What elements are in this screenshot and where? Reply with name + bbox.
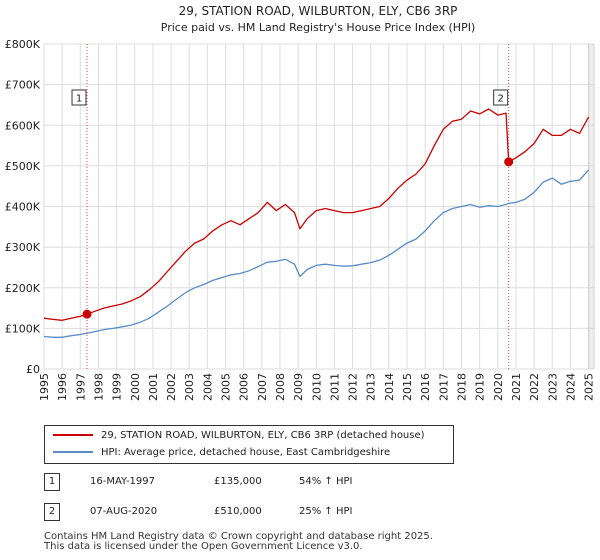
x-tick-label: 2008	[274, 373, 287, 401]
sale-point	[82, 309, 92, 319]
x-tick-label: 1999	[111, 373, 124, 401]
x-tick-label: 2006	[238, 373, 251, 401]
sale-price: £510,000	[214, 506, 262, 517]
sale-price: £135,000	[214, 476, 262, 487]
x-tick-label: 2015	[401, 373, 414, 401]
price-chart: 29, STATION ROAD, WILBURTON, ELY, CB6 3R…	[5, 4, 596, 401]
sale-marker-badge: 2	[44, 503, 60, 521]
y-tick-label: £600K	[5, 119, 41, 132]
sale-marker-label: 2	[497, 94, 503, 105]
sale-date: 16-MAY-1997	[90, 476, 156, 487]
x-tick-label: 2000	[129, 373, 142, 401]
x-tick-label: 2021	[510, 373, 523, 401]
x-tick-label: 2003	[183, 373, 196, 401]
legend-label-property: 29, STATION ROAD, WILBURTON, ELY, CB6 3R…	[101, 430, 425, 441]
legend-label-hpi: HPI: Average price, detached house, East…	[101, 447, 391, 458]
y-tick-label: £300K	[5, 241, 41, 254]
sale-date: 07-AUG-2020	[90, 506, 158, 517]
x-tick-label: 2009	[292, 373, 305, 401]
x-tick-label: 2020	[492, 373, 505, 401]
sale-point	[504, 157, 514, 167]
chart-title: 29, STATION ROAD, WILBURTON, ELY, CB6 3R…	[179, 4, 458, 18]
legend-swatch-property	[53, 434, 93, 436]
legend-swatch-hpi	[53, 451, 93, 453]
y-tick-label: £500K	[5, 160, 41, 173]
x-tick-label: 2022	[528, 373, 541, 401]
x-tick-label: 2024	[564, 373, 577, 401]
y-tick-label: £0	[26, 363, 40, 376]
x-tick-label: 2017	[437, 373, 450, 401]
legend-item-hpi: HPI: Average price, detached house, East…	[53, 445, 390, 461]
x-tick-label: 1998	[92, 373, 105, 401]
y-tick-label: £800K	[5, 38, 41, 51]
x-tick-label: 2004	[201, 373, 214, 401]
hpi-line	[43, 169, 590, 338]
sale-marker-badge: 1	[44, 473, 60, 491]
property-price-line	[43, 108, 590, 321]
sale-marker-box	[493, 89, 509, 106]
x-tick-label: 2013	[365, 373, 378, 401]
y-tick-label: £200K	[5, 282, 41, 295]
sale-hpi-change: 25% ↑ HPI	[299, 506, 353, 517]
x-tick-label: 2002	[165, 373, 178, 401]
footer: Contains HM Land Registry data © Crown c…	[44, 532, 433, 552]
sale-hpi-change: 54% ↑ HPI	[299, 476, 353, 487]
sale-marker-box	[71, 89, 87, 106]
footer-licence: This data is licensed under the Open Gov…	[44, 541, 363, 552]
y-tick-label: £400K	[5, 201, 41, 214]
x-tick-label: 2018	[455, 373, 468, 401]
x-tick-label: 2007	[256, 373, 269, 401]
x-tick-label: 2010	[310, 373, 323, 401]
y-tick-label: £700K	[5, 79, 41, 92]
x-tick-label: 2025	[583, 373, 596, 401]
x-tick-label: 2012	[347, 373, 360, 401]
x-tick-label: 2001	[147, 373, 160, 401]
x-tick-label: 2011	[328, 373, 341, 401]
y-tick-label: £100K	[5, 322, 41, 335]
x-tick-label: 1995	[38, 373, 51, 401]
x-tick-label: 2019	[474, 373, 487, 401]
footer-copyright: Contains HM Land Registry data © Crown c…	[44, 531, 433, 542]
x-tick-label: 1996	[56, 373, 69, 401]
x-tick-label: 2023	[546, 373, 559, 401]
x-tick-label: 1997	[74, 373, 87, 401]
legend: 29, STATION ROAD, WILBURTON, ELY, CB6 3R…	[44, 425, 454, 464]
sale-marker-label: 1	[76, 94, 82, 105]
x-tick-label: 2005	[220, 373, 233, 401]
chart-subtitle: Price paid vs. HM Land Registry's House …	[161, 21, 476, 34]
x-tick-label: 2016	[419, 373, 432, 401]
x-tick-label: 2014	[383, 373, 396, 401]
legend-item-property: 29, STATION ROAD, WILBURTON, ELY, CB6 3R…	[53, 428, 425, 444]
